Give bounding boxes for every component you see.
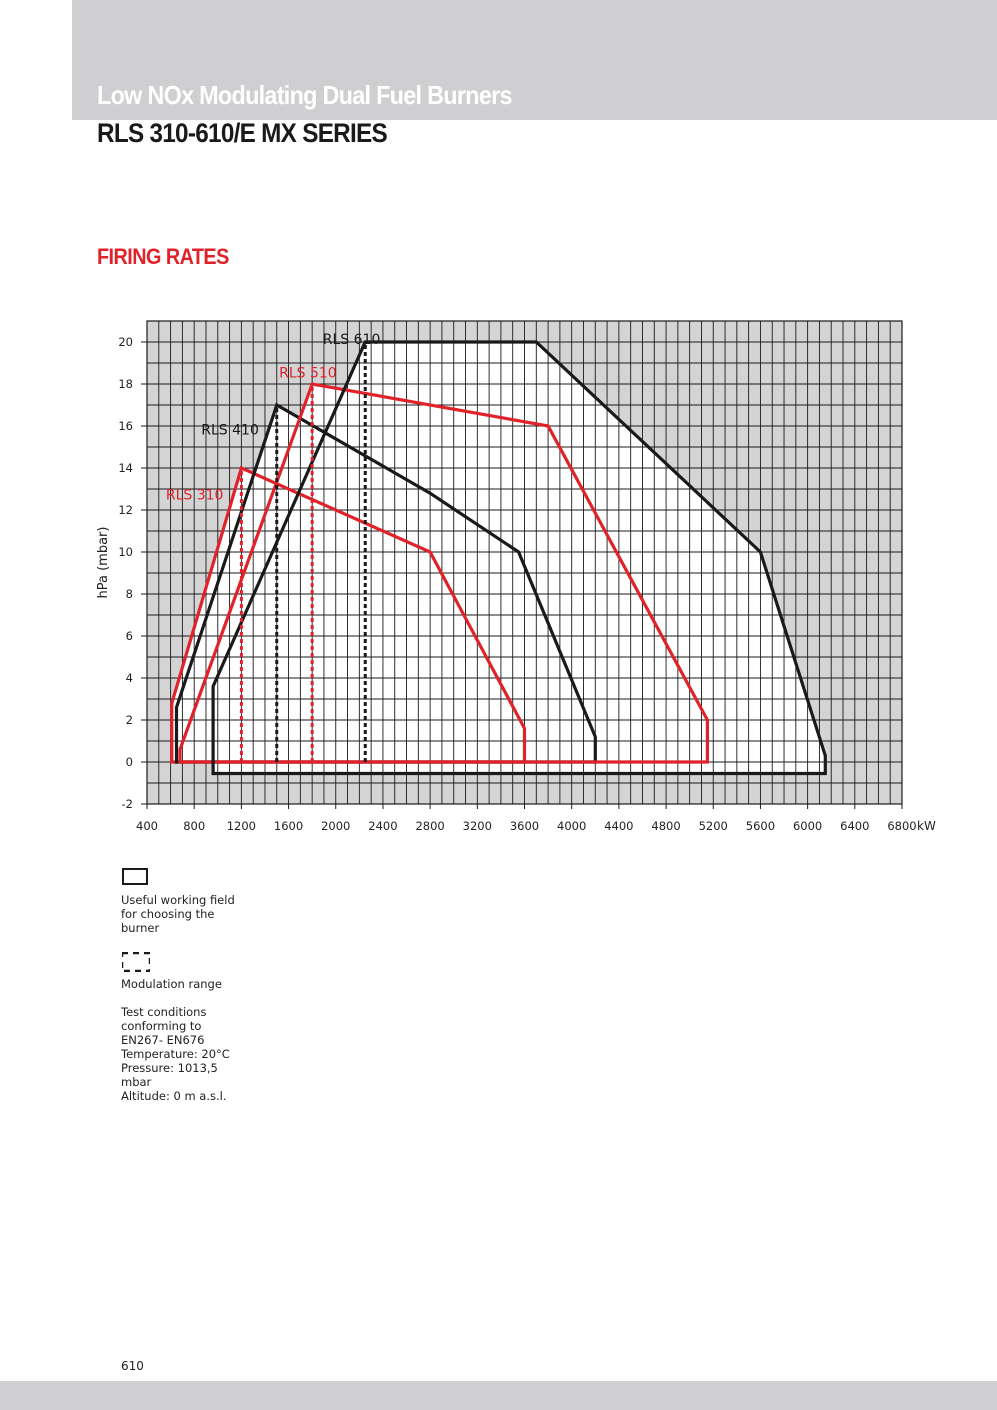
x-tick-label: 1600 <box>274 819 303 833</box>
y-tick-label: 16 <box>118 419 133 433</box>
x-tick-label: 6000 <box>793 819 822 833</box>
x-tick-label: 800 <box>183 819 205 833</box>
firing-rates-chart: RLS 310 RLS 410 RLS 510 RLS 610 400 800 1200 16… <box>96 320 936 833</box>
x-tick-label: 3600 <box>510 819 539 833</box>
x-tick-label: 1200 <box>227 819 256 833</box>
footer-band <box>0 1381 997 1410</box>
page-number: 610 <box>121 1359 144 1373</box>
x-tick-label: 400 <box>136 819 158 833</box>
y-tick-label: -2 <box>122 797 133 811</box>
series-label: RLS 510 <box>279 366 337 382</box>
modulation-legend-label: Modulation range <box>121 977 222 991</box>
test-conditions: Test conditions conforming to EN267- EN6… <box>121 1005 230 1103</box>
x-tick-label: 6800 <box>887 819 916 833</box>
y-tick-label: 12 <box>118 503 133 517</box>
series-title: RLS 310-610/E MX SERIES <box>97 118 388 148</box>
x-tick-label: 4400 <box>604 819 633 833</box>
x-tick-label: 4000 <box>557 819 586 833</box>
x-tick-label: 2000 <box>321 819 350 833</box>
x-tick-label: 5600 <box>746 819 775 833</box>
y-axis-label: hPa (mbar) <box>96 527 111 599</box>
x-unit-label: kW <box>917 819 936 833</box>
x-tick-label: 5200 <box>699 819 728 833</box>
x-tick-label: 2400 <box>368 819 397 833</box>
y-tick-label: 4 <box>126 671 133 685</box>
section-title: FIRING RATES <box>97 244 229 269</box>
x-tick-label: 2800 <box>415 819 444 833</box>
y-tick-label: 6 <box>126 629 133 643</box>
working-field-legend-label: Useful working field for choosing the bu… <box>121 893 235 935</box>
series-label: RLS 410 <box>201 422 259 438</box>
series-label: RLS 310 <box>166 488 224 504</box>
x-tick-label: 3200 <box>463 819 492 833</box>
y-tick-label: 8 <box>126 587 133 601</box>
x-tick-label: 6400 <box>840 819 869 833</box>
x-tick-label: 4800 <box>651 819 680 833</box>
working-field-legend-icon <box>122 868 148 885</box>
header-band <box>72 0 997 120</box>
y-tick-label: 14 <box>118 461 133 475</box>
y-tick-label: 0 <box>126 755 133 769</box>
y-tick-label: 10 <box>118 545 133 559</box>
working-field-outline <box>211 340 827 776</box>
series-label: RLS 610 <box>323 332 381 348</box>
series-label: Low NOx Modulating Dual Fuel Burners <box>97 80 513 110</box>
working-field-fill <box>213 342 826 774</box>
modulation-legend-icon <box>122 952 150 972</box>
working-field-outline <box>174 402 597 764</box>
y-tick-label: 18 <box>118 377 133 391</box>
y-tick-label: 2 <box>126 713 133 727</box>
y-tick-label: 20 <box>118 335 133 349</box>
working-field-outline <box>178 382 710 764</box>
